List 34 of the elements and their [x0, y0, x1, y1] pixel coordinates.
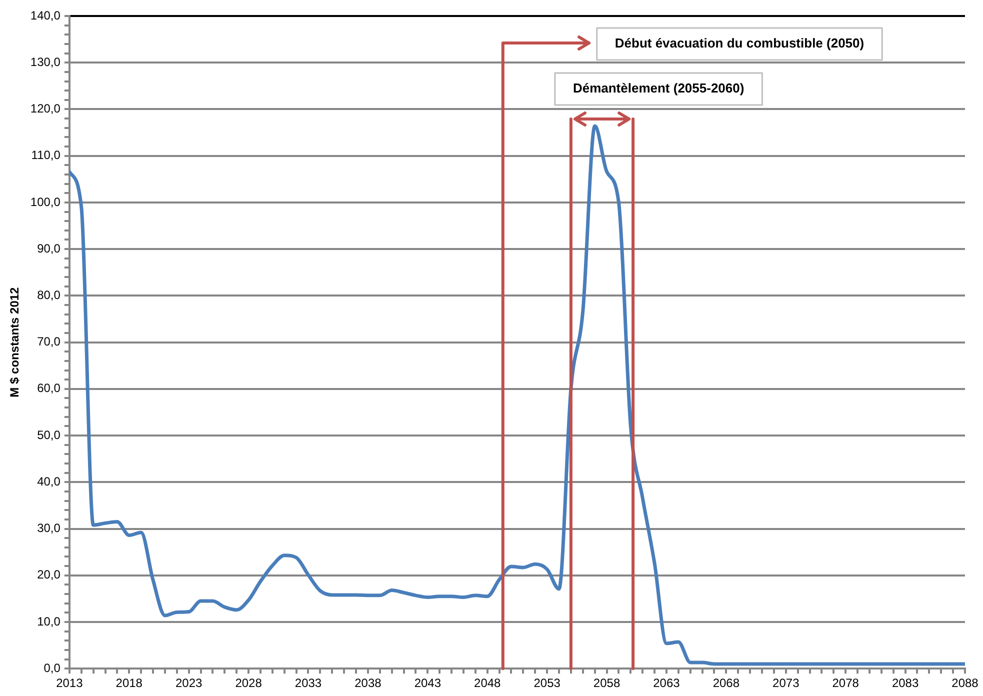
y-tick-label: 80,0	[37, 288, 61, 302]
x-tick-label: 2053	[534, 676, 561, 690]
x-tick-label: 2023	[175, 676, 203, 690]
y-tick-label: 140,0	[30, 8, 61, 22]
x-tick-label: 2058	[593, 676, 620, 690]
x-tick-label: 2063	[653, 676, 680, 690]
x-tick-label: 2048	[474, 676, 502, 690]
x-tick-label: 2018	[116, 676, 143, 690]
x-tick-label: 2073	[772, 676, 800, 690]
y-tick-label: 90,0	[37, 241, 61, 256]
y-tick-label: 20,0	[37, 568, 61, 582]
x-tick-label: 2033	[294, 676, 322, 690]
x-tick-label: 2038	[354, 676, 382, 690]
x-tick-label: 2043	[414, 676, 442, 690]
x-tick-label: 2083	[892, 676, 919, 690]
y-tick-label: 40,0	[37, 474, 61, 488]
ref-line-label: Début évacuation du combustible (2050)	[614, 36, 864, 51]
y-tick-label: 70,0	[37, 334, 61, 349]
y-tick-label: 50,0	[37, 428, 61, 442]
y-tick-label: 10,0	[37, 614, 61, 628]
y-tick-label: 110,0	[31, 148, 61, 162]
x-tick-label: 2078	[832, 676, 860, 690]
ref-line-label: Démantèlement (2055-2060)	[572, 80, 744, 96]
y-tick-label: 60,0	[37, 381, 61, 396]
y-tick-label: 130,0	[30, 54, 61, 69]
x-tick-label: 2013	[56, 676, 84, 690]
x-tick-label: 2068	[712, 676, 740, 690]
x-tick-label: 2088	[952, 676, 979, 690]
y-tick-label: 120,0	[30, 102, 61, 116]
y-tick-label: 30,0	[37, 521, 61, 536]
y-tick-label: 100,0	[30, 194, 61, 209]
y-tick-label: 0,0	[44, 660, 61, 675]
y-axis-title: M $ constants 2012	[8, 286, 22, 398]
x-tick-label: 2028	[235, 676, 262, 690]
